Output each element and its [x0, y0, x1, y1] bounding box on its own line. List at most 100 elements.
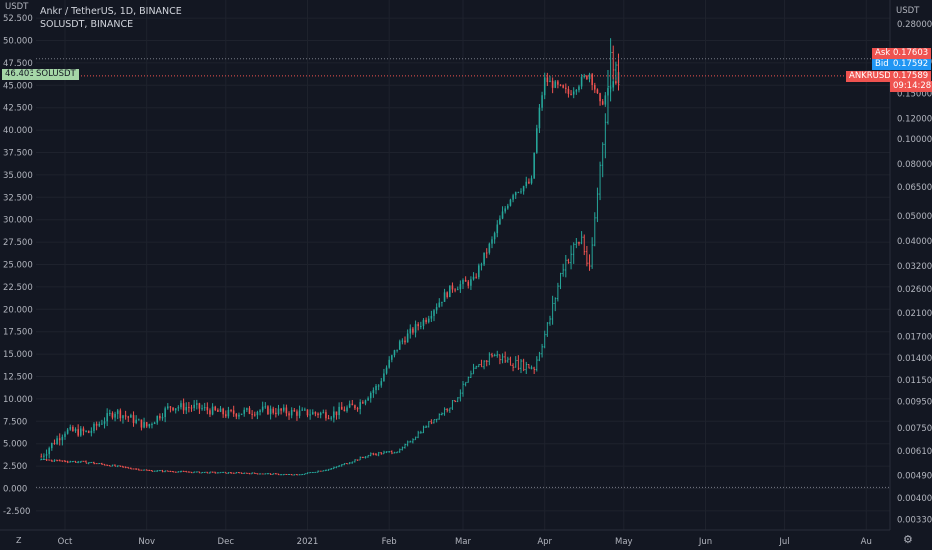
ankrusdt-candle: [551, 80, 554, 88]
x-axis-tick: Mar: [455, 537, 472, 547]
ankrusdt-candle: [480, 264, 483, 266]
right-axis-tick: 0.02600: [897, 285, 932, 295]
ankrusdt-candle: [74, 429, 77, 431]
ankrusdt-candle: [496, 224, 499, 234]
ankrusdt-candle: [475, 276, 477, 278]
ankrusdt-candle: [441, 301, 443, 303]
ankrusdt-candle: [111, 413, 114, 418]
x-axis-tick: Jul: [778, 537, 789, 547]
ankrusdt-candle: [462, 279, 464, 285]
left-axis-tick: -2.500: [3, 507, 30, 517]
ankrusdt-candle: [348, 403, 351, 408]
ankrusdt-candle: [56, 438, 58, 444]
left-axis-tick: 50.000: [3, 37, 33, 47]
ankrusdt-candle: [546, 77, 549, 83]
ankrusdt-candle: [90, 430, 93, 433]
right-axis-tick: 0.15000: [897, 90, 932, 100]
ankrusdt-candle: [604, 95, 607, 105]
ankrusdt-candle: [557, 81, 559, 85]
ankrusdt-candle: [443, 292, 446, 302]
ankrusdt-candle: [80, 428, 82, 436]
right-axis-tick: 0.01400: [897, 354, 932, 364]
compare-series-legend[interactable]: SOLUSDT, BINANCE: [40, 19, 134, 30]
ankrusdt-candle: [559, 84, 562, 86]
ankrusdt-candle: [169, 406, 172, 408]
ankrusdt-candle: [201, 408, 203, 410]
ankrusdt-candle: [338, 406, 340, 416]
ankrusdt-candle: [235, 413, 238, 417]
ankrusdt-candle: [293, 410, 296, 412]
right-axis-tick: 0.00400: [897, 494, 932, 504]
z-icon[interactable]: Z: [16, 536, 22, 545]
ankrusdt-candle: [153, 422, 156, 425]
ankrusdt-candle: [45, 454, 48, 456]
ankrusdt-candle: [116, 410, 119, 414]
ankrusdt-candle: [567, 88, 570, 94]
left-axis-tick: 25.000: [3, 261, 33, 271]
ankrusdt-candle: [385, 367, 388, 374]
ankrusdt-candle: [177, 407, 180, 409]
ankrusdt-candle: [449, 285, 451, 298]
ankrusdt-candle: [259, 410, 261, 412]
ankrusdt-candle: [340, 406, 343, 410]
ankrusdt-candle: [478, 265, 480, 278]
left-axis-tick: 2.500: [3, 462, 27, 472]
right-axis-tick: 0.02100: [897, 309, 932, 319]
ankrusdt-candle: [459, 284, 462, 290]
left-axis-tick: 42.500: [3, 104, 33, 114]
ankrusdt-candle: [182, 403, 185, 411]
ankrusdt-candle: [375, 385, 377, 391]
ankrusdt-candle: [132, 415, 135, 423]
ankrusdt-candle: [304, 409, 306, 411]
right-axis-tick: 0.12000: [897, 115, 932, 125]
ankrusdt-candle: [143, 422, 145, 428]
ankrusdt-candle: [185, 407, 188, 411]
left-axis-tick: 7.500: [3, 417, 27, 427]
ankrusdt-candle: [533, 152, 535, 179]
ankrusdt-candle: [256, 411, 259, 416]
ankrusdt-candle: [472, 276, 475, 280]
ankrusdt-candle: [615, 81, 617, 84]
ankrusdt-candle: [388, 359, 390, 368]
ankrusdt-candle: [541, 95, 543, 108]
ask-value-tag: 0.17603: [890, 48, 932, 59]
ankrusdt-candle: [222, 408, 224, 415]
right-axis-tick: 0.01700: [897, 333, 932, 343]
ankrusdt-candle: [456, 289, 459, 291]
ankrusdt-candle: [446, 292, 448, 298]
right-axis-tick: 0.00950: [897, 397, 932, 407]
ankrusdt-candle: [232, 410, 235, 414]
gear-icon[interactable]: ⚙: [903, 533, 913, 546]
ankrusdt-candle: [69, 426, 72, 430]
ankrusdt-candle: [356, 408, 359, 410]
countdown-tag: 09:14:28: [890, 81, 932, 92]
last-symbol-tag: ANKRUSDT: [846, 71, 900, 82]
ankrusdt-candle: [87, 430, 90, 433]
ankrusdt-candle: [406, 333, 409, 343]
ankrusdt-candle: [127, 416, 130, 418]
ankrusdt-candle: [367, 398, 369, 401]
ankrusdt-candle: [383, 373, 385, 382]
left-axis-tick: 5.000: [3, 440, 27, 450]
x-axis-tick: Feb: [382, 537, 397, 547]
sol-value-tag: 46.403: [2, 69, 38, 80]
ankrusdt-candle: [488, 243, 491, 253]
ankrusdt-candle: [543, 77, 546, 96]
ankrusdt-candle: [148, 424, 151, 427]
left-axis-unit: USDT: [5, 2, 29, 12]
ankrusdt-candle: [314, 412, 317, 414]
ankrusdt-candle: [227, 410, 230, 417]
ankrusdt-candle: [398, 341, 401, 350]
ankrusdt-candle: [103, 421, 106, 424]
right-axis-tick: 0.00610: [897, 447, 932, 457]
left-axis-tick: 22.500: [3, 283, 33, 293]
ankrusdt-candle: [93, 423, 95, 431]
ankrusdt-candle: [404, 340, 406, 343]
left-axis-tick: 12.500: [3, 373, 33, 383]
ankrusdt-candle: [528, 181, 530, 184]
ankrusdt-candle: [288, 413, 290, 416]
x-axis-tick: Nov: [138, 537, 155, 547]
ankrusdt-candle: [246, 408, 248, 410]
main-series-legend[interactable]: Ankr / TetherUS, 1D, BINANCE: [40, 6, 182, 17]
